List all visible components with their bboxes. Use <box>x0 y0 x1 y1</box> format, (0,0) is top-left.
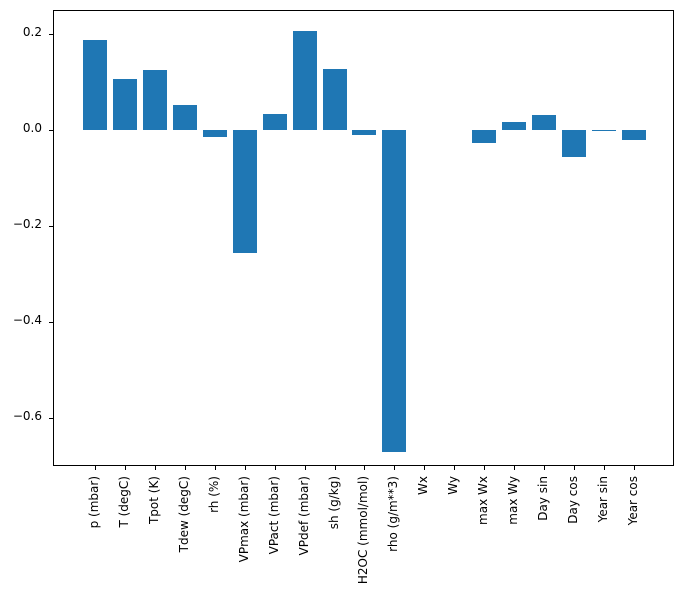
y-tick-label: −0.4 <box>12 313 42 328</box>
bar-p-mbar <box>83 39 107 131</box>
plot-area <box>49 10 674 470</box>
x-tick-label: rh (%) <box>206 476 221 513</box>
bar-year-sin <box>591 130 616 131</box>
y-tick-label: 0.0 <box>22 121 42 136</box>
x-tick <box>95 466 96 470</box>
x-tick <box>274 466 276 470</box>
bar-max-wx <box>472 130 497 143</box>
x-tick <box>244 466 246 470</box>
x-tick-label: Tdew (degC) <box>176 476 191 553</box>
x-tick <box>633 466 635 470</box>
bar-tdew-degc <box>172 104 197 131</box>
x-tick <box>574 466 576 470</box>
x-tick-label: max Wy <box>506 476 521 525</box>
y-tick <box>49 226 53 228</box>
x-tick-label: Wy <box>446 476 461 495</box>
x-tick <box>364 466 366 470</box>
x-tick <box>334 466 336 470</box>
x-tick-label: Day sin <box>536 476 551 521</box>
x-tick <box>514 466 516 470</box>
x-tick-label: Year sin <box>595 476 610 523</box>
y-tick <box>49 322 53 324</box>
y-tick-label: −0.2 <box>12 217 42 232</box>
bar-h2oc-mmol-mol <box>352 130 377 136</box>
x-tick <box>394 466 396 470</box>
y-tick-label: −0.6 <box>12 409 42 424</box>
x-tick-label: VPact (mbar) <box>266 476 281 555</box>
x-tick-label: rho (g/m**3) <box>386 476 401 552</box>
x-tick <box>214 466 216 470</box>
y-tick <box>49 418 53 420</box>
x-tick-label: Wx <box>416 476 431 495</box>
y-tick-label: 0.2 <box>22 25 42 40</box>
x-tick-label: Day cos <box>566 476 581 524</box>
x-tick-label: max Wx <box>476 476 491 525</box>
x-tick <box>124 466 126 470</box>
bar-vpmax-mbar <box>232 130 257 253</box>
bar-tpot-k <box>142 69 167 131</box>
bar-rh <box>202 130 227 138</box>
bar-day-cos <box>562 130 587 158</box>
x-tick <box>154 466 156 470</box>
x-tick <box>304 466 306 470</box>
bar-day-sin <box>532 115 557 131</box>
bar-rho-g-m-3 <box>382 130 407 453</box>
x-tick <box>424 466 426 470</box>
x-tick-label: VPdef (mbar) <box>296 476 311 556</box>
x-tick <box>603 466 605 470</box>
bar-t-degc <box>112 79 137 131</box>
bar-max-wy <box>502 121 527 131</box>
bar-sh-g-kg <box>322 68 347 131</box>
x-tick <box>454 466 456 470</box>
x-tick-label: Year cos <box>625 476 640 526</box>
x-tick-label: p (mbar) <box>87 476 101 529</box>
x-tick-label: T (degC) <box>116 476 131 528</box>
bar-vpdef-mbar <box>292 31 317 131</box>
x-tick <box>544 466 546 470</box>
bar-vpact-mbar <box>262 113 287 131</box>
x-tick-label: sh (g/kg) <box>326 476 341 530</box>
x-tick <box>184 466 186 470</box>
y-tick <box>49 34 53 36</box>
x-tick-label: VPmax (mbar) <box>236 476 251 563</box>
y-tick <box>49 130 53 132</box>
x-tick-label: Tpot (K) <box>146 476 161 525</box>
x-tick-label: H2OC (mmol/mol) <box>356 476 371 585</box>
x-tick <box>484 466 486 470</box>
bar-year-cos <box>621 130 646 141</box>
